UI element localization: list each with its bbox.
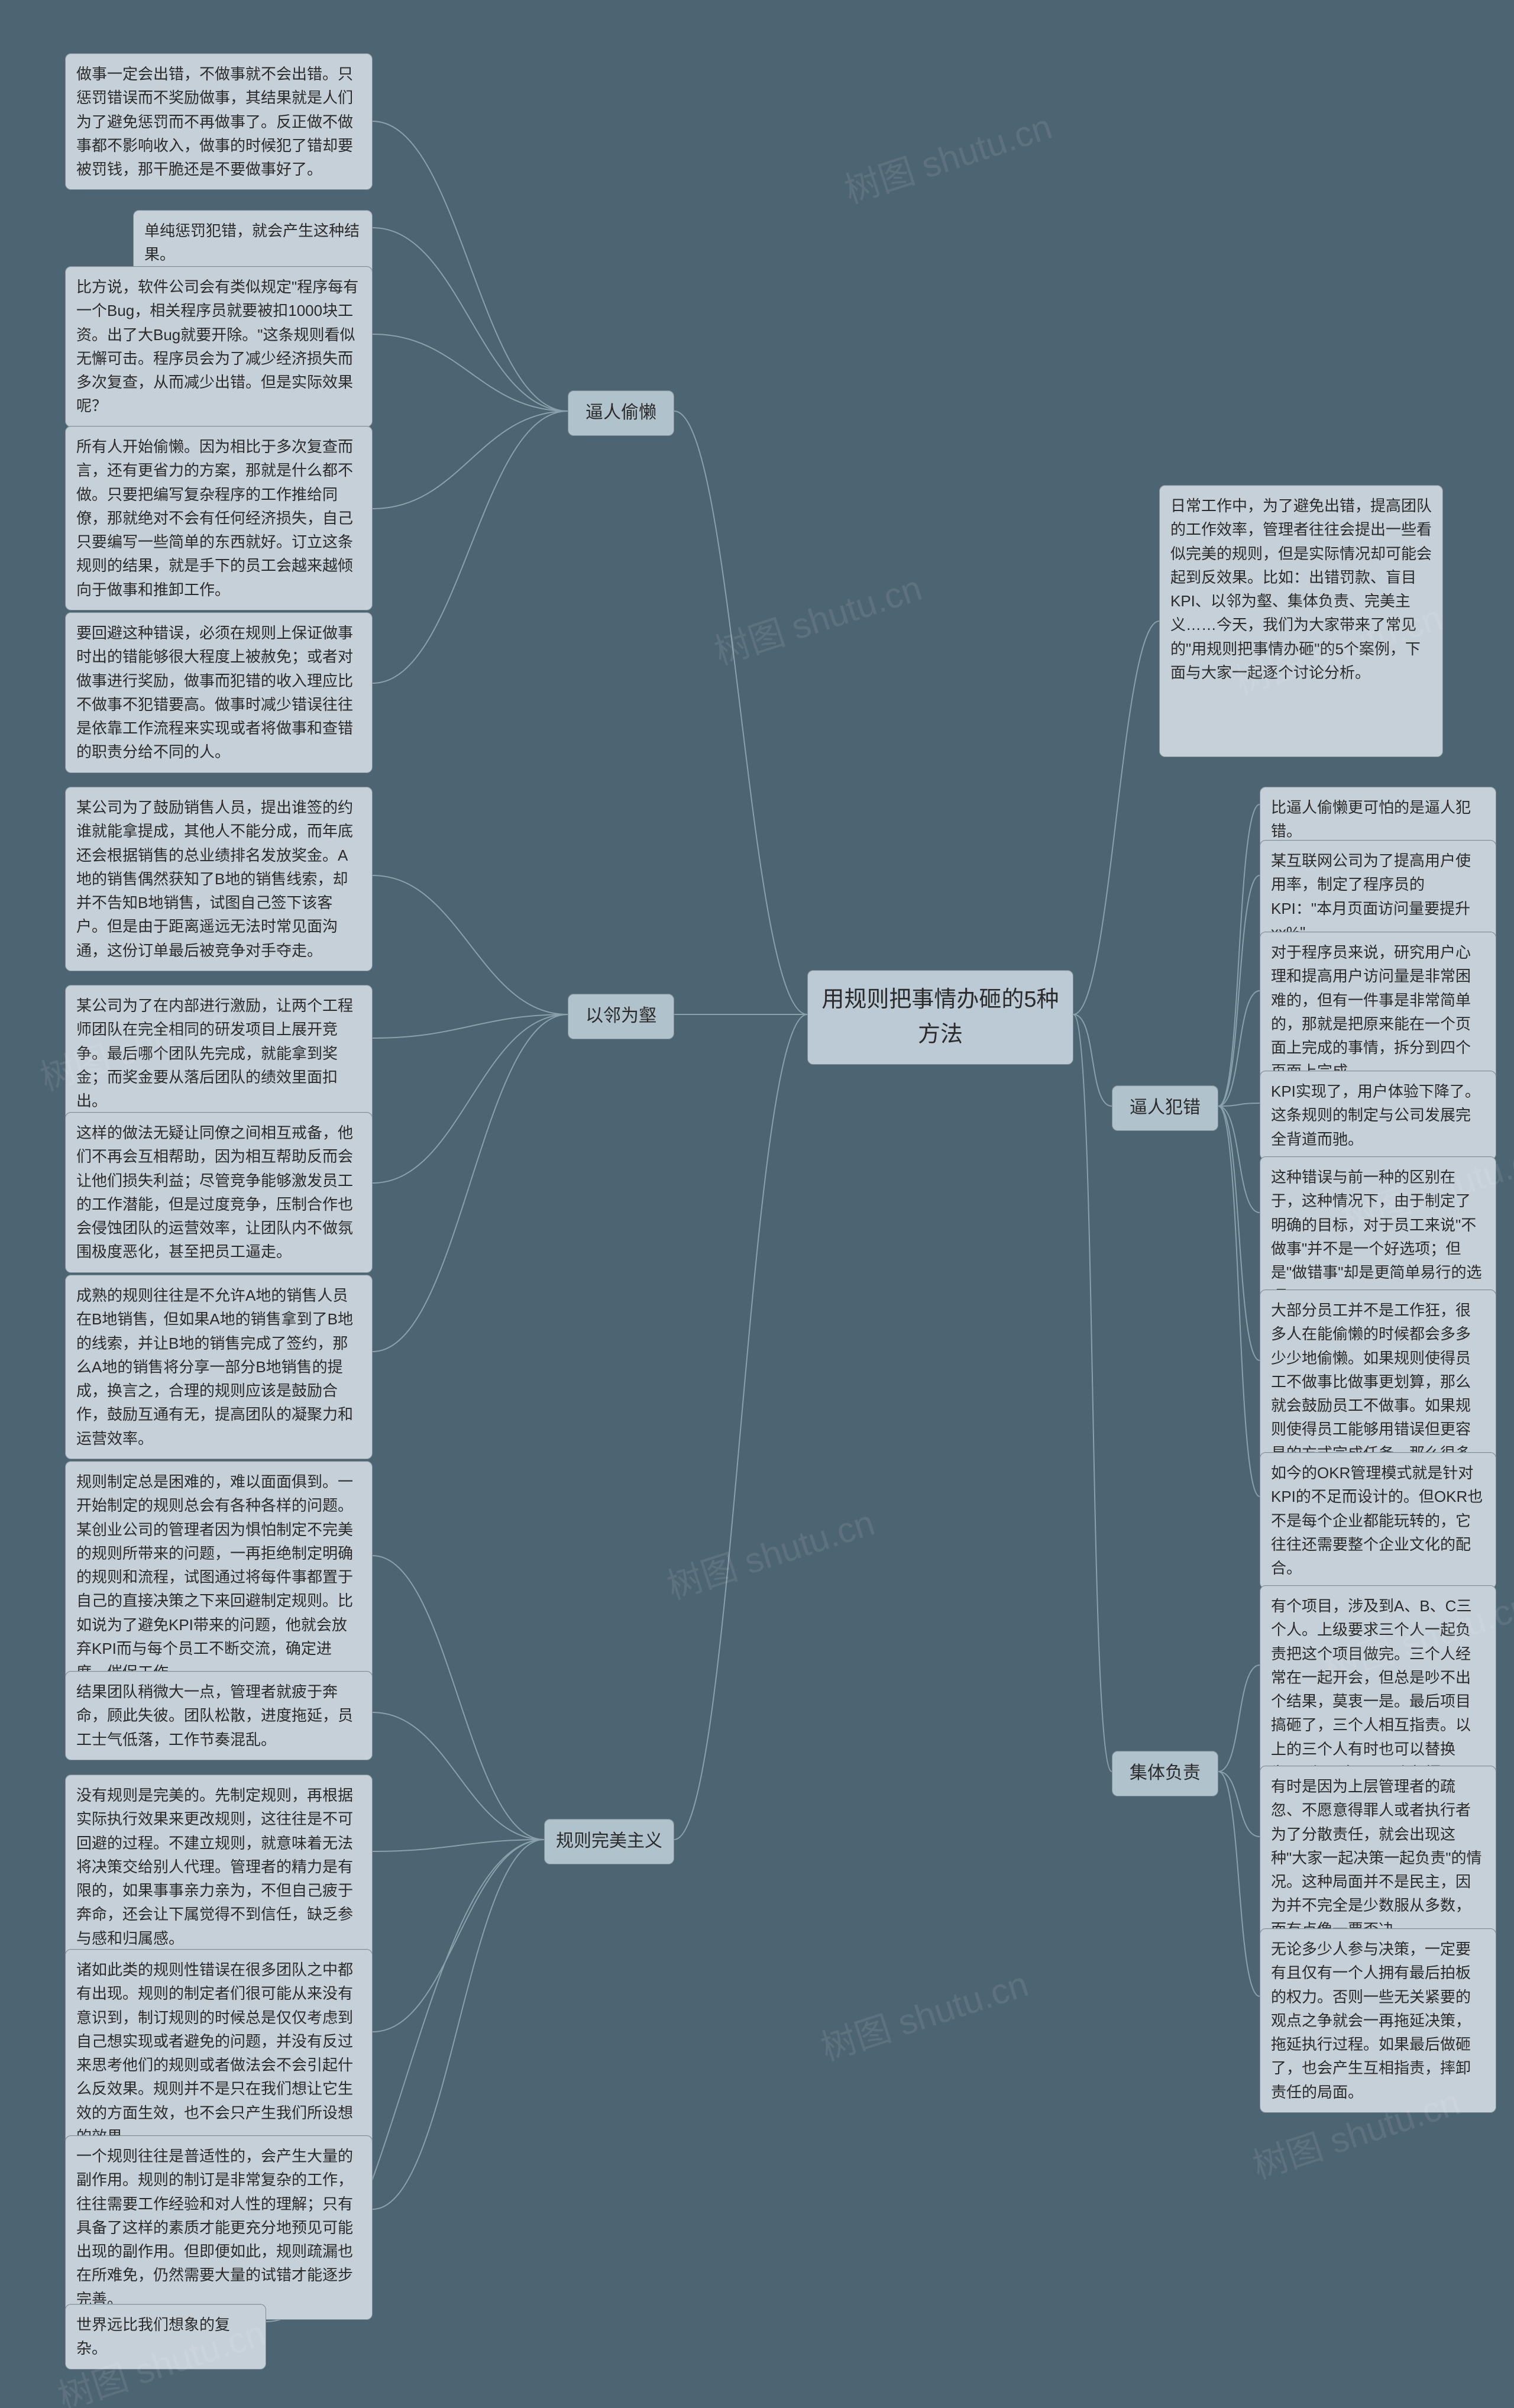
node-text: 集体负责	[1130, 1760, 1201, 1788]
mindmap-node: 以邻为壑	[568, 994, 674, 1039]
watermark: 树图 shutu.cn	[813, 1956, 1034, 2071]
mindmap-node: 有个项目，涉及到A、B、C三个人。上级要求三个人一起负责把这个项目做完。三个人经…	[1260, 1585, 1496, 1793]
node-text: 某公司为了在内部进行激励，让两个工程师团队在完全相同的研发项目上展开竞争。最后哪…	[76, 997, 353, 1110]
mindmap-node: KPI实现了，用户体验下降了。这条规则的制定与公司发展完全背道而驰。	[1260, 1071, 1496, 1160]
node-text: 世界远比我们想象的复杂。	[76, 2316, 230, 2357]
mindmap-node: 用规则把事情办砸的5种方法	[807, 970, 1073, 1065]
node-text: 比逼人偷懒更可怕的是逼人犯错。	[1271, 799, 1471, 840]
mindmap-node: 无论多少人参与决策，一定要有且仅有一个人拥有最后拍板的权力。否则一些无关紧要的观…	[1260, 1928, 1496, 2113]
watermark: 树图 shutu.cn	[707, 560, 927, 675]
node-text: 某互联网公司为了提高用户使用率，制定了程序员的KPI："本月页面访问量要提升xx…	[1271, 852, 1471, 941]
mindmap-node: 逼人犯错	[1112, 1085, 1218, 1131]
node-text: 如今的OKR管理模式就是针对KPI的不足而设计的。但OKR也不是每个企业都能玩转…	[1271, 1464, 1483, 1577]
mindmap-node: 要回避这种错误，必须在规则上保证做事时出的错能够很大程度上被赦免；或者对做事进行…	[65, 612, 373, 773]
node-text: 无论多少人参与决策，一定要有且仅有一个人拥有最后拍板的权力。否则一些无关紧要的观…	[1271, 1940, 1471, 2101]
watermark: 树图 shutu.cn	[837, 98, 1057, 214]
mindmap-node: 对于程序员来说，研究用户心理和提高用户访问量是非常困难的，但有一件事是非常简单的…	[1260, 932, 1496, 1093]
mindmap-node: 某公司为了在内部进行激励，让两个工程师团队在完全相同的研发项目上展开竞争。最后哪…	[65, 985, 373, 1121]
mindmap-node: 日常工作中，为了避免出错，提高团队的工作效率，管理者往往会提出一些看似完美的规则…	[1159, 485, 1443, 757]
mindmap-node: 如今的OKR管理模式就是针对KPI的不足而设计的。但OKR也不是每个企业都能玩转…	[1260, 1452, 1496, 1589]
node-text: 没有规则是完美的。先制定规则，再根据实际执行效果来更改规则，这往往是不可回避的过…	[76, 1786, 353, 1947]
watermark: 树图 shutu.cn	[659, 1494, 880, 1609]
mindmap-node: 比方说，软件公司会有类似规定"程序每有一个Bug，相关程序员就要被扣1000块工…	[65, 266, 373, 427]
mindmap-node: 规则制定总是困难的，难以面面俱到。一开始制定的规则总会有各种各样的问题。某创业公…	[65, 1461, 373, 1693]
mindmap-node: 某公司为了鼓励销售人员，提出谁签的约谁就能拿提成，其他人不能分成，而年底还会根据…	[65, 787, 373, 971]
node-text: 有时是因为上层管理者的疏忽、不愿意得罪人或者执行者为了分散责任，就会出现这种"大…	[1271, 1777, 1481, 1938]
mindmap-node: 规则完美主义	[544, 1819, 674, 1864]
mindmap-node: 有时是因为上层管理者的疏忽、不愿意得罪人或者执行者为了分散责任，就会出现这种"大…	[1260, 1766, 1496, 1950]
mindmap-node: 世界远比我们想象的复杂。	[65, 2304, 266, 2370]
mindmap-node: 成熟的规则往往是不允许A地的销售人员在B地销售，但如果A地的销售拿到了B地的线索…	[65, 1275, 373, 1459]
node-text: 逼人犯错	[1130, 1094, 1201, 1122]
mindmap-node: 一个规则往往是普适性的，会产生大量的副作用。规则的制订是非常复杂的工作，往往需要…	[65, 2135, 373, 2320]
node-text: KPI实现了，用户体验下降了。这条规则的制定与公司发展完全背道而驰。	[1271, 1082, 1480, 1148]
node-text: 诸如此类的规则性错误在很多团队之中都有出现。规则的制定者们很可能从来没有意识到，…	[76, 1961, 353, 2145]
node-text: 用规则把事情办砸的5种方法	[820, 982, 1061, 1052]
node-text: 以邻为壑	[585, 1003, 656, 1030]
node-text: 有个项目，涉及到A、B、C三个人。上级要求三个人一起负责把这个项目做完。三个人经…	[1271, 1597, 1471, 1782]
mindmap-node: 集体负责	[1112, 1751, 1218, 1796]
node-text: 要回避这种错误，必须在规则上保证做事时出的错能够很大程度上被赦免；或者对做事进行…	[76, 624, 353, 761]
node-text: 日常工作中，为了避免出错，提高团队的工作效率，管理者往往会提出一些看似完美的规则…	[1170, 497, 1432, 681]
node-text: 单纯惩罚犯错，就会产生这种结果。	[144, 222, 360, 263]
mindmap-node: 诸如此类的规则性错误在很多团队之中都有出现。规则的制定者们很可能从来没有意识到，…	[65, 1949, 373, 2157]
node-text: 规则完美主义	[556, 1828, 662, 1856]
node-text: 规则制定总是困难的，难以面面俱到。一开始制定的规则总会有各种各样的问题。某创业公…	[76, 1473, 353, 1681]
mindmap-node: 所有人开始偷懒。因为相比于多次复查而言，还有更省力的方案，那就是什么都不做。只要…	[65, 426, 373, 610]
mindmap-node: 单纯惩罚犯错，就会产生这种结果。	[133, 210, 373, 276]
mindmap-node: 逼人偷懒	[568, 390, 674, 436]
mindmap-node: 做事一定会出错，不做事就不会出错。只惩罚错误而不奖励做事，其结果就是人们为了避免…	[65, 53, 373, 190]
mindmap-node: 结果团队稍微大一点，管理者就疲于奔命，顾此失彼。团队松散，进度拖延，员工士气低落…	[65, 1671, 373, 1760]
node-text: 对于程序员来说，研究用户心理和提高用户访问量是非常困难的，但有一件事是非常简单的…	[1271, 943, 1471, 1080]
node-text: 比方说，软件公司会有类似规定"程序每有一个Bug，相关程序员就要被扣1000块工…	[76, 278, 358, 415]
node-text: 成熟的规则往往是不允许A地的销售人员在B地销售，但如果A地的销售拿到了B地的线索…	[76, 1287, 353, 1447]
mindmap-node: 这样的做法无疑让同僚之间相互戒备，他们不再会互相帮助，因为相互帮助反而会让他们损…	[65, 1112, 373, 1273]
node-text: 做事一定会出错，不做事就不会出错。只惩罚错误而不奖励做事，其结果就是人们为了避免…	[76, 65, 353, 178]
node-text: 这种错误与前一种的区别在于，这种情况下，由于制定了明确的目标，对于员工来说"不做…	[1271, 1168, 1481, 1305]
node-text: 结果团队稍微大一点，管理者就疲于奔命，顾此失彼。团队松散，进度拖延，员工士气低落…	[76, 1683, 353, 1748]
node-text: 这样的做法无疑让同僚之间相互戒备，他们不再会互相帮助，因为相互帮助反而会让他们损…	[76, 1124, 353, 1260]
node-text: 逼人偷懒	[585, 399, 656, 427]
node-text: 某公司为了鼓励销售人员，提出谁签的约谁就能拿提成，其他人不能分成，而年底还会根据…	[76, 799, 353, 959]
node-text: 所有人开始偷懒。因为相比于多次复查而言，还有更省力的方案，那就是什么都不做。只要…	[76, 438, 353, 599]
node-text: 一个规则往往是普适性的，会产生大量的副作用。规则的制订是非常复杂的工作，往往需要…	[76, 2147, 353, 2308]
mindmap-node: 没有规则是完美的。先制定规则，再根据实际执行效果来更改规则，这往往是不可回避的过…	[65, 1775, 373, 1959]
